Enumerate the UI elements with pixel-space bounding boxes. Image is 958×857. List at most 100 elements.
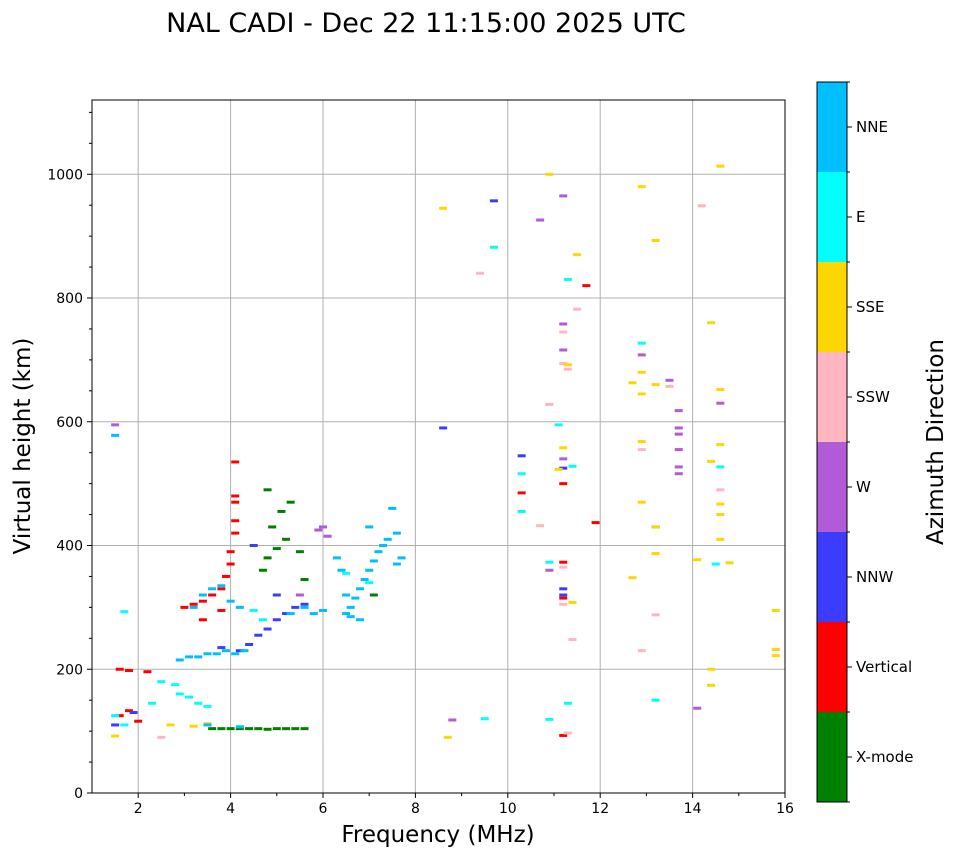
data-point-e <box>651 698 660 702</box>
data-point-sse <box>443 735 452 739</box>
colorbar-tick-label: E <box>856 208 865 226</box>
data-point-e <box>489 245 498 249</box>
data-point-vertical <box>231 500 240 504</box>
data-point-e <box>157 680 166 684</box>
data-point-vertical <box>231 460 240 464</box>
data-point-nne <box>300 605 309 609</box>
data-point-vertical <box>180 605 189 609</box>
data-point-sse <box>771 647 780 651</box>
data-point-x-mode <box>282 537 291 541</box>
data-point-sse <box>559 446 568 450</box>
data-point-sse <box>716 443 725 447</box>
data-point-nne <box>379 544 388 547</box>
data-point-w <box>545 568 554 572</box>
colorbar-tick-label: W <box>856 478 871 496</box>
data-point-x-mode <box>286 500 295 504</box>
data-point-x-mode <box>300 578 309 582</box>
data-point-ssw <box>651 613 660 617</box>
data-point-w <box>674 448 683 452</box>
data-point-e <box>563 277 572 281</box>
data-point-nne <box>185 655 194 659</box>
data-point-sse <box>189 724 198 728</box>
data-point-x-mode <box>300 727 309 731</box>
data-point-nne <box>383 537 392 541</box>
data-point-sse <box>651 525 660 529</box>
data-point-sse <box>545 172 554 176</box>
y-tick-label: 1000 <box>47 167 83 183</box>
data-point-nnw <box>300 602 309 606</box>
data-point-w <box>559 457 568 461</box>
data-point-nnw <box>272 593 281 597</box>
data-point-nnw <box>129 711 138 715</box>
axis-ticks: 2 4 6 8 10 12 14 16 0 200 400 600 800 1000 <box>47 111 794 817</box>
data-point-e <box>563 701 572 705</box>
data-point-ssw <box>637 649 646 653</box>
data-point-nne <box>346 605 355 609</box>
data-point-nne <box>397 556 406 560</box>
data-point-e <box>545 717 554 721</box>
data-point-vertical <box>124 709 133 713</box>
colorbar-tick-label: NNW <box>856 568 893 586</box>
data-point-sse <box>707 683 716 687</box>
data-point-vertical <box>143 670 152 674</box>
data-point-x-mode <box>258 568 267 572</box>
y-tick-label: 0 <box>74 786 83 802</box>
data-point-e <box>194 701 203 705</box>
data-point-nnw <box>489 199 498 203</box>
data-point-sse <box>651 238 660 242</box>
data-point-sse <box>716 502 725 506</box>
data-point-x-mode <box>263 488 272 492</box>
colorbar-segment <box>817 622 847 712</box>
data-point-nne <box>111 433 120 437</box>
data-point-x-mode <box>268 525 277 529</box>
data-point-vertical <box>115 667 124 671</box>
data-point-e <box>342 571 351 575</box>
data-point-nne <box>360 578 369 582</box>
data-point-w <box>637 353 646 357</box>
data-point-ssw <box>573 307 582 311</box>
colorbar-segment <box>817 262 847 352</box>
data-point-e <box>568 464 577 468</box>
data-point-ssw <box>568 638 577 642</box>
data-point-vertical <box>559 560 568 564</box>
data-point-x-mode <box>263 727 272 731</box>
data-point-nne <box>355 587 364 591</box>
data-point-ssw <box>157 735 166 739</box>
data-point-x-mode <box>282 727 291 731</box>
plot-frame <box>91 99 786 794</box>
data-point-sse <box>651 383 660 387</box>
data-point-w <box>665 378 674 382</box>
data-point-sse <box>651 552 660 556</box>
data-point-sse <box>554 467 563 471</box>
data-point-ssw <box>563 367 572 371</box>
data-point-nne <box>203 652 212 656</box>
data-point-x-mode <box>245 727 254 731</box>
data-point-nnw <box>559 587 568 591</box>
colorbar-segment <box>817 532 847 622</box>
colorbar-tick-label: Vertical <box>856 658 912 676</box>
data-point-nne <box>203 723 212 727</box>
data-point-nne <box>194 655 203 659</box>
data-point-ssw <box>665 384 674 388</box>
y-tick-label: 600 <box>56 415 83 431</box>
x-tick-label: 4 <box>226 801 235 817</box>
data-point-w <box>674 426 683 430</box>
grid-lines <box>92 100 786 794</box>
data-point-sse <box>637 392 646 396</box>
data-point-e <box>120 723 129 727</box>
data-point-vertical <box>231 531 240 535</box>
data-point-sse <box>716 164 725 168</box>
data-point-x-mode <box>254 727 263 731</box>
colorbar-segment <box>817 442 847 532</box>
x-tick-label: 12 <box>591 801 609 817</box>
data-point-e <box>716 465 725 469</box>
data-point-sse <box>573 253 582 257</box>
data-point-vertical <box>189 602 198 606</box>
data-point-sse <box>707 459 716 463</box>
data-point-sse <box>637 440 646 444</box>
colorbar-label: Azimuth Direction <box>923 339 949 545</box>
data-point-sse <box>707 667 716 671</box>
colorbar-frame <box>816 81 848 803</box>
data-point-x-mode <box>208 727 217 731</box>
